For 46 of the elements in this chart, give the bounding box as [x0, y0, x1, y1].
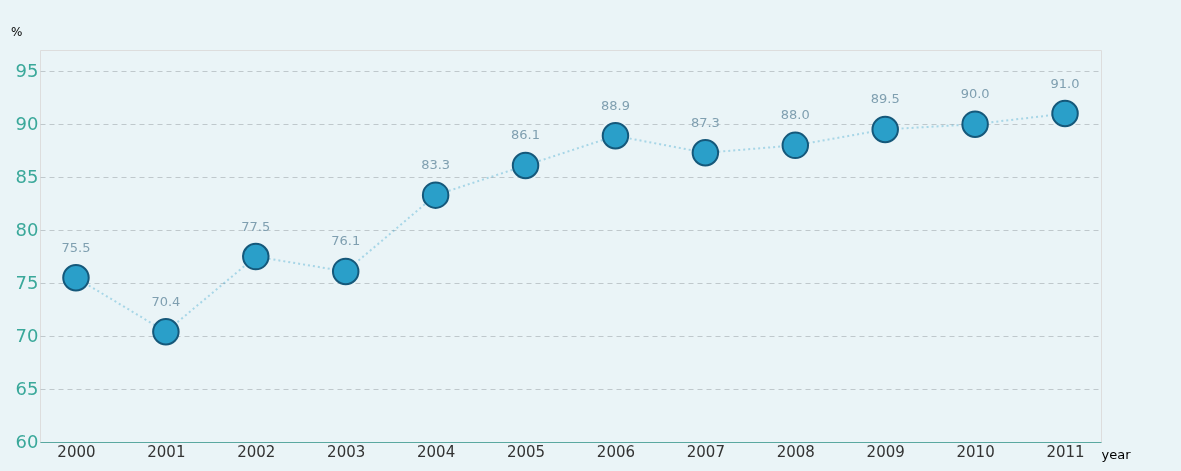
- x-tick-label: 2004: [417, 442, 456, 461]
- x-axis-title: year: [1101, 446, 1132, 462]
- data-label: 91.0: [1050, 75, 1080, 91]
- point: [781, 131, 810, 160]
- data-label: 86.1: [511, 127, 541, 143]
- point: [511, 151, 540, 180]
- y-tick-label: 65: [15, 377, 39, 399]
- x-tick-label: 2010: [956, 442, 995, 461]
- y-tick-label: 85: [15, 165, 39, 187]
- data-label: 89.5: [870, 91, 900, 107]
- x-tick-label: 2007: [686, 442, 725, 461]
- point: [152, 318, 180, 346]
- x-tick-label: 2001: [147, 442, 186, 461]
- data-label: 87.3: [690, 114, 720, 130]
- y-tick-label: 80: [15, 218, 39, 240]
- data-label: 88.9: [600, 97, 630, 113]
- point: [961, 110, 989, 138]
- point: [331, 257, 360, 286]
- point: [421, 181, 450, 209]
- x-tick-label: 2002: [237, 442, 276, 461]
- y-tick-label: 90: [15, 112, 39, 134]
- point: [62, 264, 90, 292]
- data-label: 88.0: [780, 107, 810, 123]
- x-tick-label: 2009: [866, 442, 905, 461]
- x-tick-label: 2011: [1046, 442, 1085, 461]
- x-tick-label: 2006: [596, 442, 636, 461]
- y-tick-label: 75: [15, 271, 39, 293]
- point: [871, 115, 899, 144]
- data-label: 76.1: [331, 233, 361, 249]
- point: [691, 139, 720, 167]
- data-label: 75.5: [61, 239, 91, 255]
- data-label: 83.3: [421, 157, 451, 173]
- point: [601, 122, 630, 150]
- y-tick-label: 70: [15, 324, 39, 346]
- data-label: 70.4: [151, 293, 181, 309]
- data-label: 90.0: [960, 86, 990, 102]
- point: [1051, 99, 1079, 128]
- point: [242, 242, 270, 271]
- y-tick-label: 60: [15, 430, 39, 452]
- data-label: 77.5: [241, 218, 271, 234]
- y-axis-title: %: [11, 24, 23, 39]
- x-tick-label: 2000: [57, 442, 96, 461]
- x-tick-label: 2008: [776, 442, 815, 461]
- x-tick-label: 2005: [506, 442, 546, 461]
- x-tick-label: 2003: [327, 442, 366, 461]
- y-tick-label: 95: [15, 59, 39, 81]
